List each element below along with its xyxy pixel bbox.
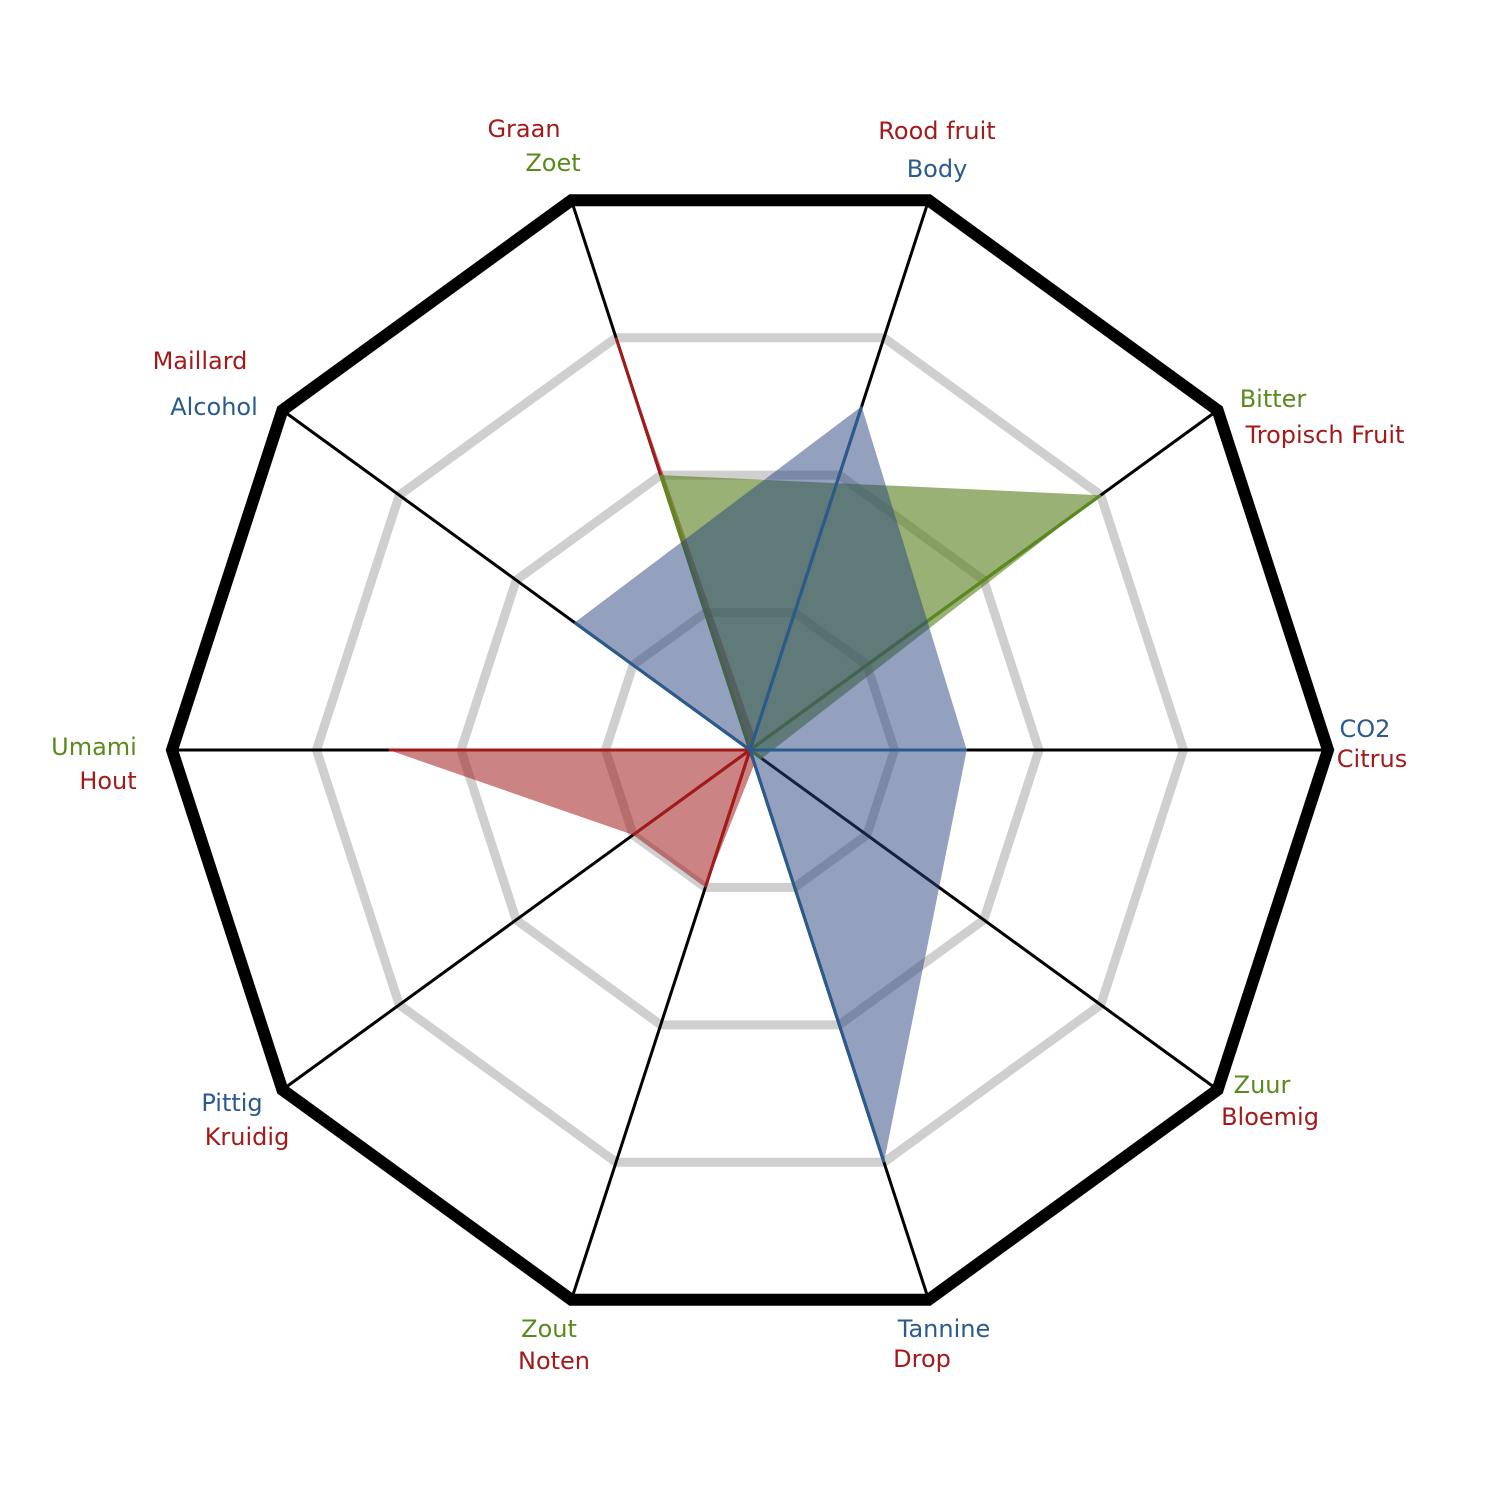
axis-label: Tannine [897,1315,990,1343]
axis-label: Noten [518,1347,590,1375]
axis-label: Zuur [1234,1071,1291,1099]
axis-label: Tropisch Fruit [1245,421,1405,449]
axis-label: Rood fruit [878,117,995,145]
axis-label: Pittig [201,1089,262,1117]
axis-label: Bloemig [1221,1103,1319,1131]
axis-label: Umami [51,733,137,761]
axis-label: Citrus [1337,745,1407,773]
series-spoke [573,621,751,752]
axis-label: Kruidig [205,1123,290,1151]
series-spoke [748,749,886,1163]
axis-label: Maillard [153,347,248,375]
axis-label: Body [907,155,968,183]
axis-label: Bitter [1240,385,1307,413]
series-area [574,406,967,1163]
axis-label: CO2 [1340,715,1391,743]
axis-label: Zoet [525,149,580,177]
axis-label: Drop [893,1345,951,1373]
series-spoke [632,748,751,837]
series-spoke [748,405,864,751]
axis-label: Graan [487,115,560,143]
axis-label: Alcohol [170,393,258,421]
axis-label: Hout [79,767,136,795]
series-spoke [703,749,752,888]
axis-label: Zout [521,1315,577,1343]
